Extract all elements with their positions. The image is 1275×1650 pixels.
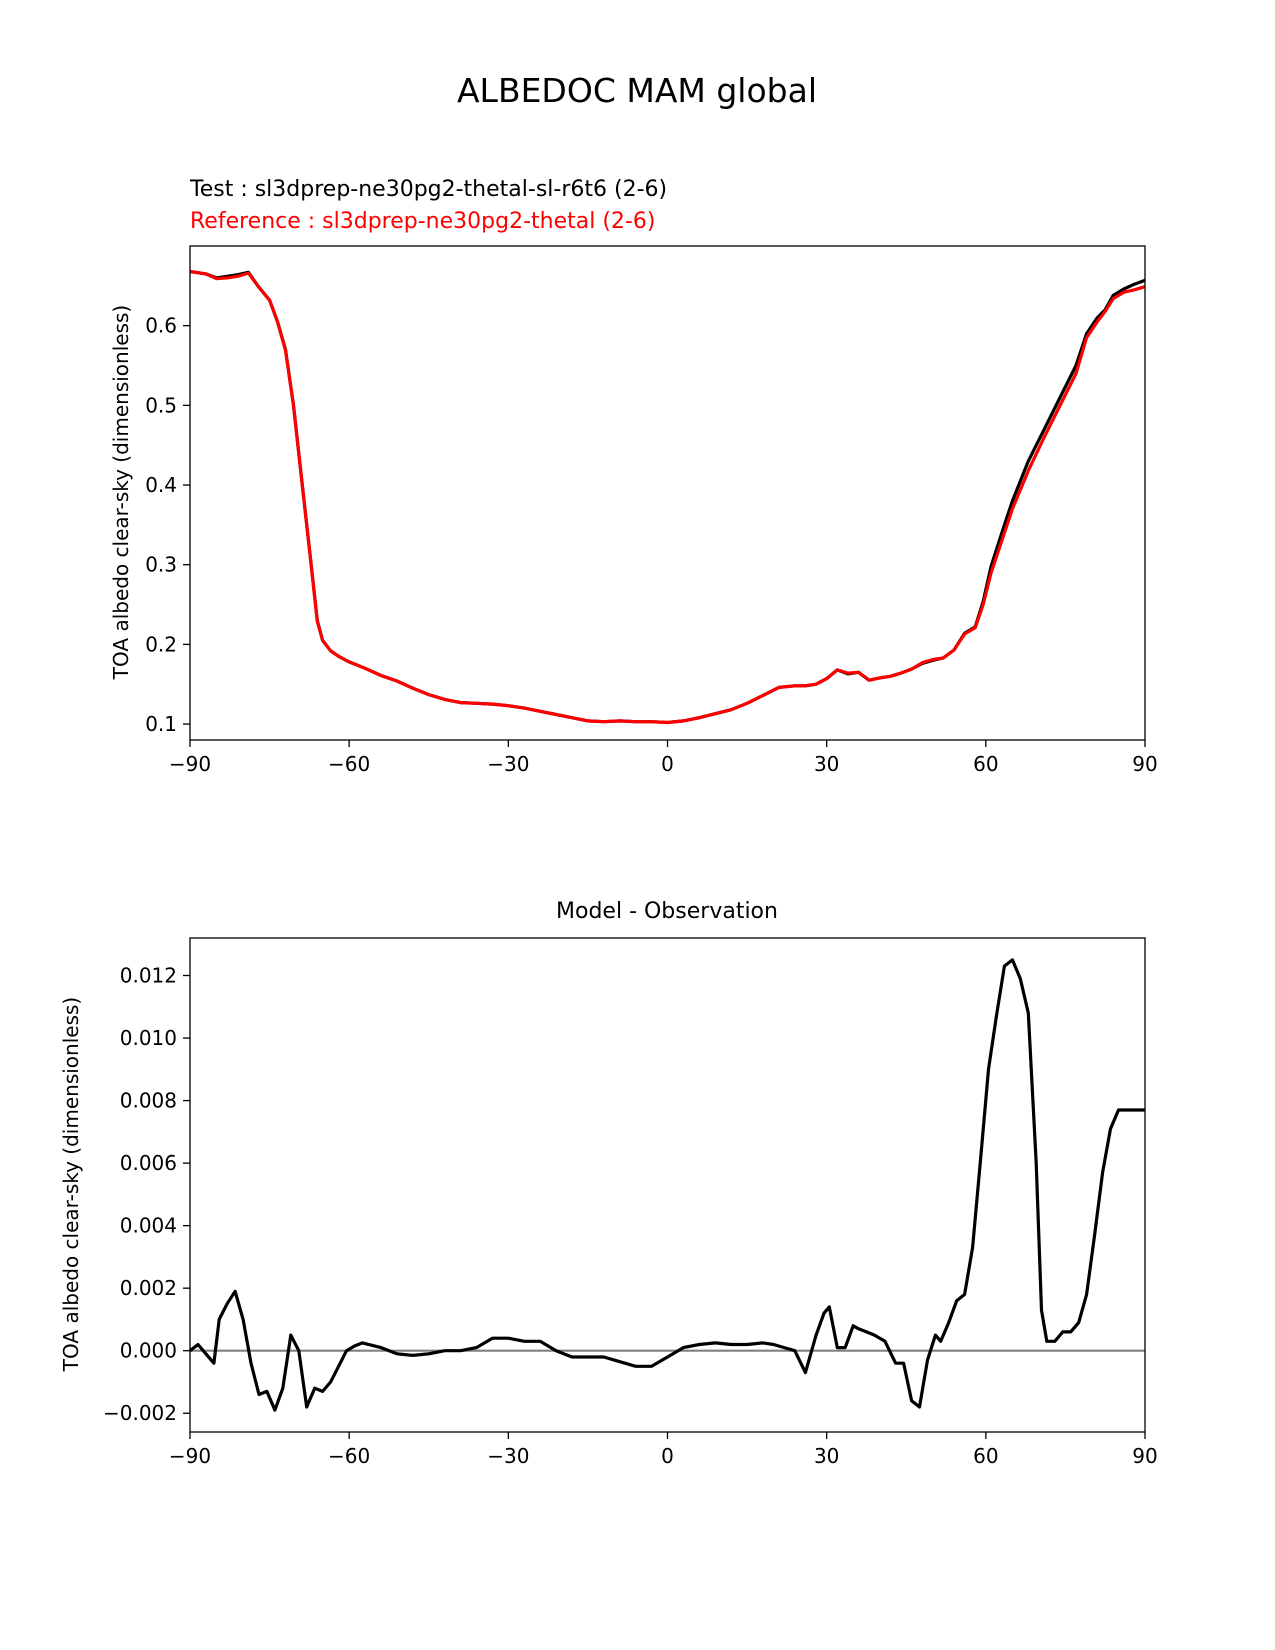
- panel-model-minus-observation: Model - Observation TOA albedo clear-sky…: [59, 899, 1158, 1468]
- y-tick-label: 0.6: [145, 314, 177, 338]
- series-line-1: [189, 958, 1145, 1412]
- panel-test-vs-reference: Test : sl3dprep-ne30pg2-thetal-sl-r6t6 (…: [109, 177, 1158, 776]
- y-tick-label: −0.002: [103, 1401, 177, 1425]
- series-line-2: [189, 269, 1146, 725]
- x-tick-label: 30: [814, 752, 839, 776]
- x-tick-label: 0: [661, 1444, 674, 1468]
- x-tick-label: 90: [1132, 752, 1157, 776]
- x-tick-label: −30: [487, 1444, 529, 1468]
- x-tick-label: 60: [973, 752, 998, 776]
- difference-title: Model - Observation: [556, 899, 778, 924]
- test-title: Test : sl3dprep-ne30pg2-thetal-sl-r6t6 (…: [189, 177, 667, 202]
- y-tick-label: 0.5: [145, 393, 177, 417]
- y-axis-label: TOA albedo clear-sky (dimensionless): [109, 305, 133, 680]
- y-tick-label: 0.008: [120, 1089, 177, 1113]
- y-tick-label: 0.010: [120, 1026, 177, 1050]
- y-axis-label: TOA albedo clear-sky (dimensionless): [59, 997, 83, 1372]
- x-tick-label: −60: [328, 752, 370, 776]
- y-tick-label: 0.000: [120, 1339, 177, 1363]
- x-tick-label: −30: [487, 752, 529, 776]
- plot-area: −90 −60 −30 0 30 60 90 0.1 0.2 0.3 0.4 0.5 0.6: [145, 245, 1158, 776]
- x-tick-label: 60: [973, 1444, 998, 1468]
- series-line-1: [189, 269, 1146, 725]
- x-tick-label: −60: [328, 1444, 370, 1468]
- y-tick-label: 0.3: [145, 553, 177, 577]
- figure-title: ALBEDOC MAM global: [457, 71, 817, 110]
- y-tick-label: 0.004: [120, 1214, 177, 1238]
- y-tick-label: 0.006: [120, 1151, 177, 1175]
- y-tick-label: 0.1: [145, 712, 177, 736]
- x-tick-label: −90: [169, 1444, 211, 1468]
- y-tick-label: 0.4: [145, 473, 177, 497]
- plot-area: −90 −60 −30 0 30 60 90 −0.002 0.000 0.002 0.004 0.0…: [103, 937, 1158, 1468]
- y-tick-label: 0.2: [145, 632, 177, 656]
- x-tick-label: 30: [814, 1444, 839, 1468]
- y-tick-label: 0.002: [120, 1276, 177, 1300]
- axes-frame: [189, 245, 1146, 741]
- x-tick-label: −90: [169, 752, 211, 776]
- reference-title: Reference : sl3dprep-ne30pg2-thetal (2-6…: [190, 209, 655, 234]
- x-tick-label: 0: [661, 752, 674, 776]
- x-tick-label: 90: [1132, 1444, 1157, 1468]
- y-tick-label: 0.012: [120, 964, 177, 988]
